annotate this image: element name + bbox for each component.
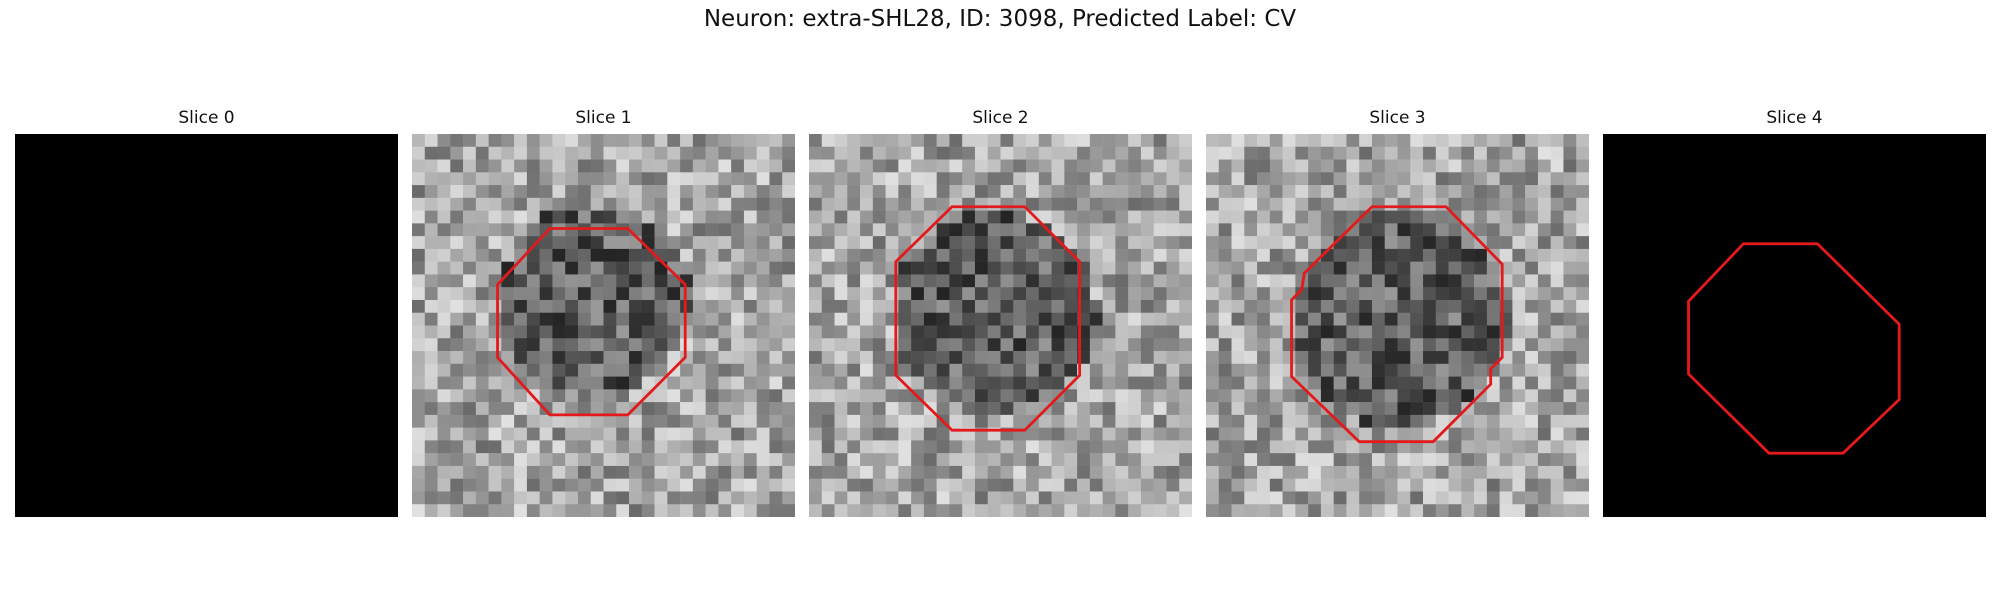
roi-contour	[1290, 205, 1504, 444]
pixel-grid	[1206, 134, 1589, 517]
slice-title: Slice 4	[1766, 108, 1823, 128]
roi-contour	[894, 205, 1082, 432]
slice-title: Slice 0	[178, 108, 235, 128]
pixel-grid	[809, 134, 1192, 517]
slice-image	[809, 134, 1192, 517]
slice-title: Slice 1	[575, 108, 632, 128]
roi-contour	[496, 227, 687, 417]
blank-slice	[1603, 134, 1986, 517]
slice-image	[412, 134, 795, 517]
pixel-grid	[412, 134, 795, 517]
slice-image	[1603, 134, 1986, 517]
blank-slice	[15, 134, 398, 517]
slice-title: Slice 2	[972, 108, 1029, 128]
roi-contour	[1687, 242, 1901, 455]
slice-title: Slice 3	[1369, 108, 1426, 128]
slice-image	[15, 134, 398, 517]
figure-title: Neuron: extra-SHL28, ID: 3098, Predicted…	[703, 6, 1297, 32]
slice-image	[1206, 134, 1589, 517]
